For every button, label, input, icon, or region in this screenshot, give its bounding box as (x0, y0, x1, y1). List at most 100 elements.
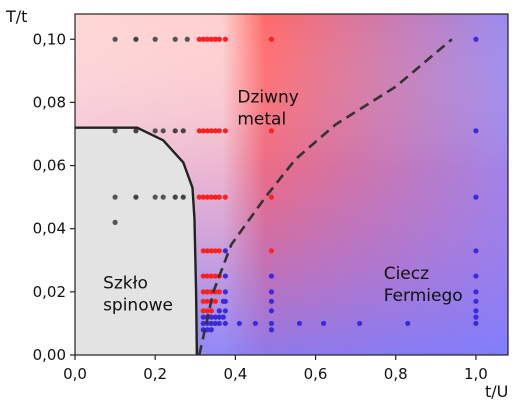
data-point-s3-20 (216, 308, 222, 314)
plot-background (75, 14, 508, 355)
data-point-s2-20 (222, 194, 228, 200)
data-point-s0-6 (152, 36, 158, 42)
data-point-s3-3 (212, 314, 218, 320)
data-point-s3-16 (222, 289, 228, 295)
data-point-s3-8 (208, 320, 214, 327)
data-point-s2-42 (208, 308, 214, 314)
data-point-s0-3 (112, 219, 118, 225)
data-point-s2-13 (222, 128, 228, 134)
data-point-s0-4 (152, 194, 158, 200)
x-tick-label-1: 0,2 (143, 365, 167, 383)
data-point-s0-7 (172, 36, 178, 42)
y-tick-label-5: 0,10 (33, 30, 66, 48)
data-point-s3-5 (220, 314, 226, 320)
data-point-s1-2 (133, 194, 139, 200)
data-point-s2-35 (216, 289, 222, 295)
data-point-s1-3 (172, 194, 178, 200)
data-point-s3-9 (212, 320, 218, 327)
y-axis-label: T/t (5, 7, 27, 26)
data-point-s2-26 (200, 273, 206, 279)
data-point-s2-7 (196, 128, 202, 134)
data-point-s0-9 (152, 128, 158, 134)
y-tick-label-0: 0,00 (33, 346, 66, 364)
data-point-s2-31 (200, 289, 206, 295)
data-point-s3-24 (268, 298, 275, 304)
data-point-s1-0 (133, 36, 139, 42)
data-point-s0-1 (112, 128, 118, 134)
data-point-s2-18 (212, 194, 218, 200)
data-point-s3-15 (222, 273, 228, 279)
data-point-s2-24 (212, 248, 218, 254)
data-point-s2-45 (268, 194, 275, 200)
data-point-s2-46 (268, 248, 275, 254)
y-tick-label-1: 0,02 (33, 283, 66, 301)
x-tick-label-5: 1,0 (464, 365, 488, 383)
axes: 0,0 0,2 0,4 0,6 0,8 1,0 0,00 0,02 0,04 0,06 0,08 0,… (33, 13, 509, 383)
data-point-s2-3 (208, 36, 214, 42)
data-point-s2-41 (204, 308, 210, 314)
region-label-1-1: metal (237, 109, 286, 129)
data-point-s3-42 (473, 314, 479, 320)
data-point-s3-43 (473, 320, 479, 327)
data-point-s3-31 (320, 320, 327, 327)
data-point-s2-25 (216, 248, 222, 254)
data-point-s1-1 (133, 128, 139, 134)
data-point-s3-36 (473, 194, 479, 200)
spin-glass-boundary-line (75, 126, 199, 355)
data-point-s0-10 (160, 128, 166, 134)
data-point-s3-6 (200, 320, 206, 327)
data-point-s2-36 (200, 298, 206, 304)
data-point-s3-14 (222, 248, 228, 254)
data-point-s0-8 (184, 36, 190, 42)
data-point-s2-22 (204, 248, 210, 254)
data-point-s3-27 (236, 320, 242, 327)
region-label-2-0: Ciecz (384, 264, 429, 284)
region-label-0-0: Szkło (103, 274, 148, 294)
data-point-s3-2 (208, 314, 214, 320)
data-point-s3-37 (473, 248, 479, 254)
data-point-s2-11 (212, 128, 218, 134)
data-point-s3-13 (208, 327, 214, 333)
data-point-s2-15 (200, 194, 206, 200)
data-point-s2-5 (216, 36, 222, 42)
data-point-s2-6 (222, 36, 228, 42)
data-point-s3-4 (216, 314, 222, 320)
data-point-s3-33 (405, 320, 411, 327)
data-point-s3-19 (222, 320, 228, 327)
data-point-s2-16 (204, 194, 210, 200)
x-tick-label-2: 0,4 (223, 365, 247, 383)
region-label-1-0: Dziwny (237, 87, 298, 107)
y-tick-label-4: 0,08 (33, 93, 66, 111)
data-point-s0-5 (160, 194, 166, 200)
data-point-s3-39 (473, 289, 479, 295)
data-point-s2-8 (200, 128, 206, 134)
data-point-s3-18 (222, 308, 228, 314)
data-point-s2-12 (216, 128, 222, 134)
data-point-s3-25 (268, 308, 275, 314)
data-point-s3-38 (473, 273, 479, 279)
data-point-s1-6 (180, 128, 186, 134)
region-label-2-1: Fermiego (384, 286, 463, 306)
x-tick-label-3: 0,6 (304, 365, 328, 383)
data-point-s2-32 (204, 289, 210, 295)
x-tick-label-0: 0,0 (63, 365, 87, 383)
data-point-s2-40 (200, 308, 206, 314)
data-point-s3-10 (216, 320, 222, 327)
data-point-s1-5 (172, 128, 178, 134)
data-point-s2-4 (212, 36, 218, 42)
data-point-s3-32 (357, 320, 363, 327)
x-axis-label: t/U (485, 382, 508, 401)
data-point-s2-17 (208, 194, 214, 200)
data-point-s3-34 (473, 36, 479, 42)
data-point-s2-19 (216, 194, 222, 200)
data-point-s2-23 (208, 248, 214, 254)
data-point-s3-40 (473, 298, 479, 304)
x-tick-label-4: 0,8 (384, 365, 408, 383)
data-point-s2-21 (200, 248, 206, 254)
data-point-s2-9 (204, 128, 210, 134)
data-point-s2-28 (208, 273, 214, 279)
data-point-s2-1 (200, 36, 206, 42)
data-point-s2-10 (208, 128, 214, 134)
